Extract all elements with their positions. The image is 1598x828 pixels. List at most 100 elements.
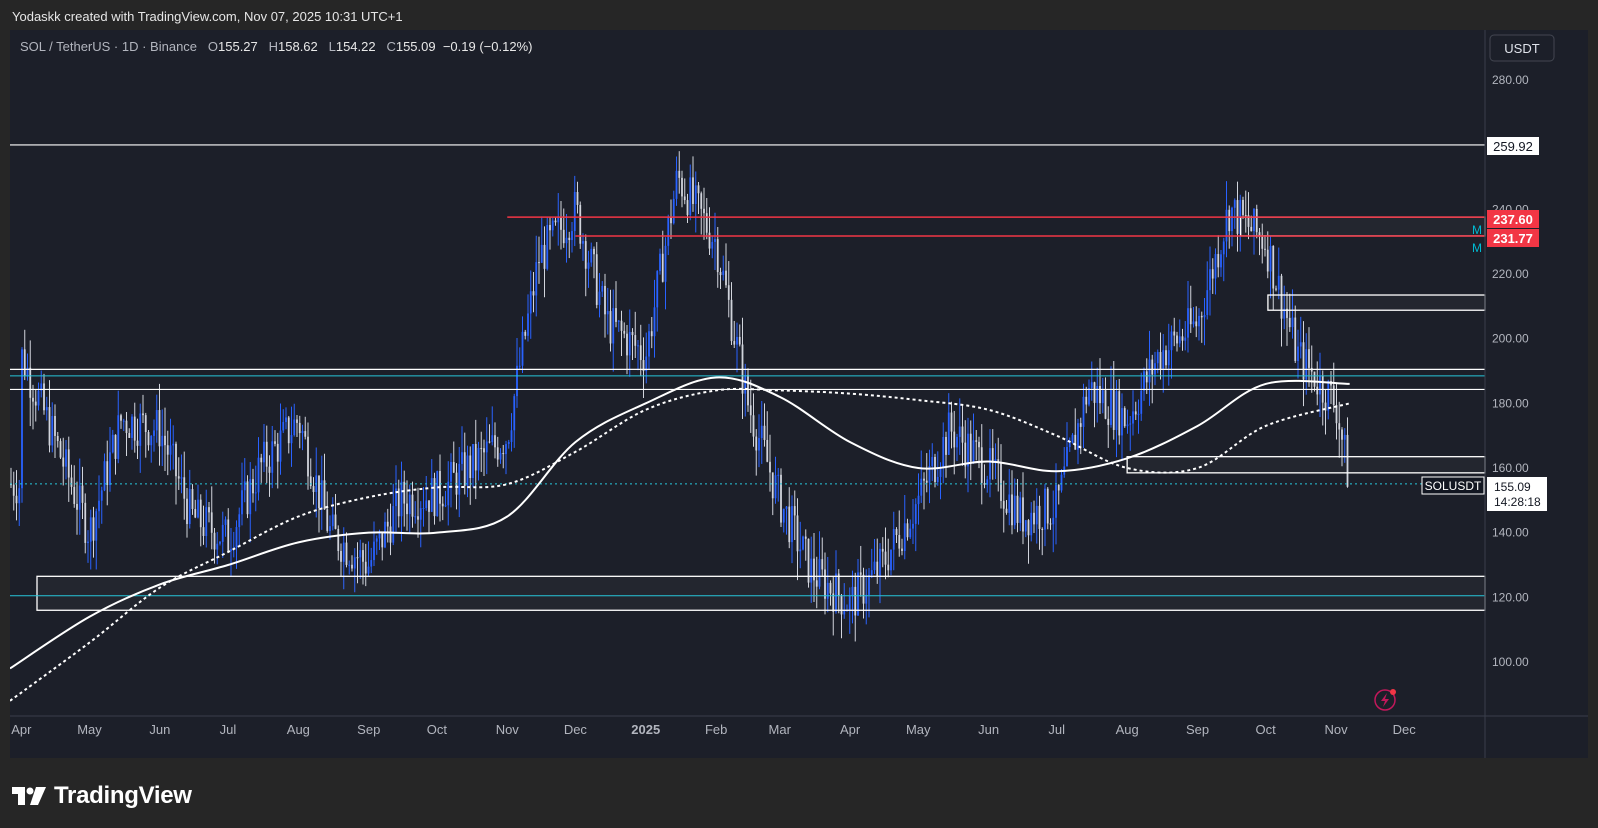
candle-body <box>1074 434 1077 450</box>
price-zone <box>36 575 1486 611</box>
time-tick-label: Dec <box>564 722 588 737</box>
candle-body <box>1093 382 1096 403</box>
candle-body <box>598 291 601 305</box>
currency-button[interactable]: USDT <box>1489 34 1555 62</box>
candle-body <box>45 407 48 411</box>
candle-body <box>29 367 32 398</box>
candle-body <box>1214 254 1217 279</box>
candle-body <box>1211 269 1214 279</box>
time-tick-label: Jul <box>1048 722 1065 737</box>
candle-body <box>224 519 227 525</box>
candle-body <box>1308 349 1310 368</box>
candle-body <box>95 511 98 541</box>
candle-body <box>1035 505 1038 525</box>
candle-body <box>634 335 637 346</box>
candle-body <box>804 536 807 539</box>
candle-body <box>1269 245 1272 272</box>
candle-body <box>1156 352 1159 364</box>
time-tick-label: Apr <box>11 722 32 737</box>
candle-body <box>307 436 309 477</box>
candle-body <box>202 527 205 536</box>
candle-body <box>862 574 865 604</box>
candle-body <box>1151 359 1154 375</box>
candle-body <box>906 523 909 538</box>
time-tick-label: May <box>77 722 102 737</box>
candle-body <box>835 573 837 612</box>
candle-body <box>826 582 829 599</box>
candle-body <box>136 440 139 446</box>
candle-body <box>268 466 271 473</box>
candle-body <box>274 441 276 444</box>
resistance-badge-231: 231.77 <box>1487 229 1539 247</box>
candle-body <box>1173 331 1176 336</box>
candle-body <box>1068 442 1071 447</box>
candle-body <box>557 216 560 223</box>
replay-bolt-icon[interactable] <box>1374 689 1396 711</box>
candle-body <box>923 478 925 481</box>
candle-body <box>895 529 898 536</box>
candle-body <box>642 360 645 372</box>
candle-body <box>56 435 59 442</box>
candle-body <box>584 241 587 269</box>
candle-body <box>144 415 147 433</box>
candle-body <box>909 528 912 538</box>
candle-body <box>1200 315 1203 318</box>
candle-body <box>1324 402 1327 411</box>
candle-body <box>411 494 414 517</box>
price-chart[interactable]: 280.00260.00240.00220.00200.00180.00160.… <box>10 30 1588 758</box>
candle-body <box>562 229 565 244</box>
candle-body <box>103 461 106 491</box>
resistance-badge-237: 237.60 <box>1487 210 1539 228</box>
candle-body <box>1253 208 1255 232</box>
candle-body <box>692 177 694 204</box>
candle-body <box>1220 254 1222 268</box>
candle-body <box>612 308 615 344</box>
candle-body <box>727 285 730 300</box>
candle-body <box>180 477 183 479</box>
candle-body <box>656 271 659 308</box>
time-tick-label: Oct <box>1256 722 1277 737</box>
candle-body <box>98 500 100 512</box>
candle-body <box>1305 349 1308 380</box>
candle-body <box>645 356 648 372</box>
candle-body <box>950 412 953 432</box>
candle-body <box>496 447 499 460</box>
candle-body <box>675 170 678 199</box>
candle-body <box>1140 390 1143 414</box>
candle-body <box>1132 411 1134 424</box>
candle-body <box>87 541 89 543</box>
candle-body <box>1184 337 1187 341</box>
candle-body <box>128 433 131 438</box>
svg-text:SOLUSDT: SOLUSDT <box>1425 479 1482 493</box>
symbol-name[interactable]: SOL / TetherUS · 1D · Binance <box>20 39 198 54</box>
candle-body <box>980 447 983 483</box>
candle-body <box>991 448 994 464</box>
candle-body <box>958 426 961 437</box>
candle-body <box>76 503 78 510</box>
candle-body <box>694 185 697 204</box>
candle-body <box>857 572 859 616</box>
svg-text:237.60: 237.60 <box>1493 212 1533 227</box>
candle-body <box>752 415 755 437</box>
time-tick-label: Mar <box>769 722 792 737</box>
marker-m-1: M <box>1472 223 1482 237</box>
candle-body <box>1082 396 1085 427</box>
candle-body <box>898 535 901 549</box>
candle-body <box>323 480 326 510</box>
change-value: −0.19 (−0.12%) <box>442 39 533 54</box>
moving-average-solid <box>10 376 1350 670</box>
candle-body <box>375 538 378 542</box>
candle-body <box>296 419 298 423</box>
candle-body <box>848 595 851 611</box>
candle-body <box>1049 523 1052 525</box>
candle-body <box>381 531 384 548</box>
symbol-tag: SOLUSDT <box>1421 476 1485 495</box>
candle-body <box>210 512 213 533</box>
candle-body <box>648 331 650 357</box>
candle-body <box>708 232 711 249</box>
candle-body <box>1088 388 1090 405</box>
tradingview-logo[interactable]: TradingView <box>12 782 192 810</box>
last-price-badge: 155.09 14:28:18 <box>1487 477 1547 511</box>
candle-body <box>579 204 582 244</box>
candle-body <box>1143 371 1145 391</box>
